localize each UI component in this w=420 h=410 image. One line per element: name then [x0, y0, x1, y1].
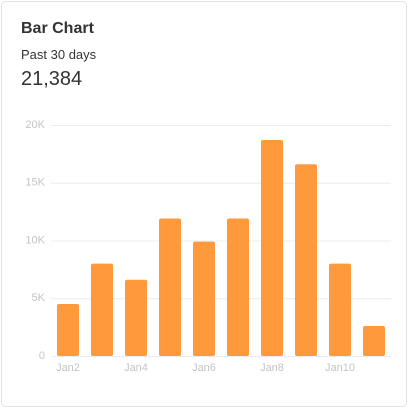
- y-tick-label: 20K: [25, 119, 45, 131]
- x-tick-label: Jan2: [56, 362, 80, 374]
- card-title: Bar Chart: [21, 20, 94, 37]
- x-tick-label: Jan4: [124, 362, 148, 374]
- y-tick-label: 10K: [25, 234, 45, 246]
- bar: [193, 241, 215, 356]
- bar: [91, 263, 113, 356]
- bar: [125, 279, 147, 356]
- bar: [227, 218, 249, 356]
- bar: [329, 263, 351, 356]
- x-tick-label: Jan8: [260, 362, 284, 374]
- x-tick-label: Jan6: [192, 362, 216, 374]
- y-tick-label: 15K: [25, 177, 45, 189]
- bar: [57, 304, 79, 356]
- bar: [363, 325, 385, 356]
- bar: [261, 140, 283, 356]
- card-subtitle: Past 30 days: [21, 47, 97, 62]
- y-tick-label: 0: [39, 350, 45, 362]
- x-tick-label: Jan10: [325, 362, 355, 374]
- bar: [295, 164, 317, 356]
- bar: [159, 218, 181, 356]
- card-total: 21,384: [21, 68, 83, 90]
- y-tick-label: 5K: [32, 292, 46, 304]
